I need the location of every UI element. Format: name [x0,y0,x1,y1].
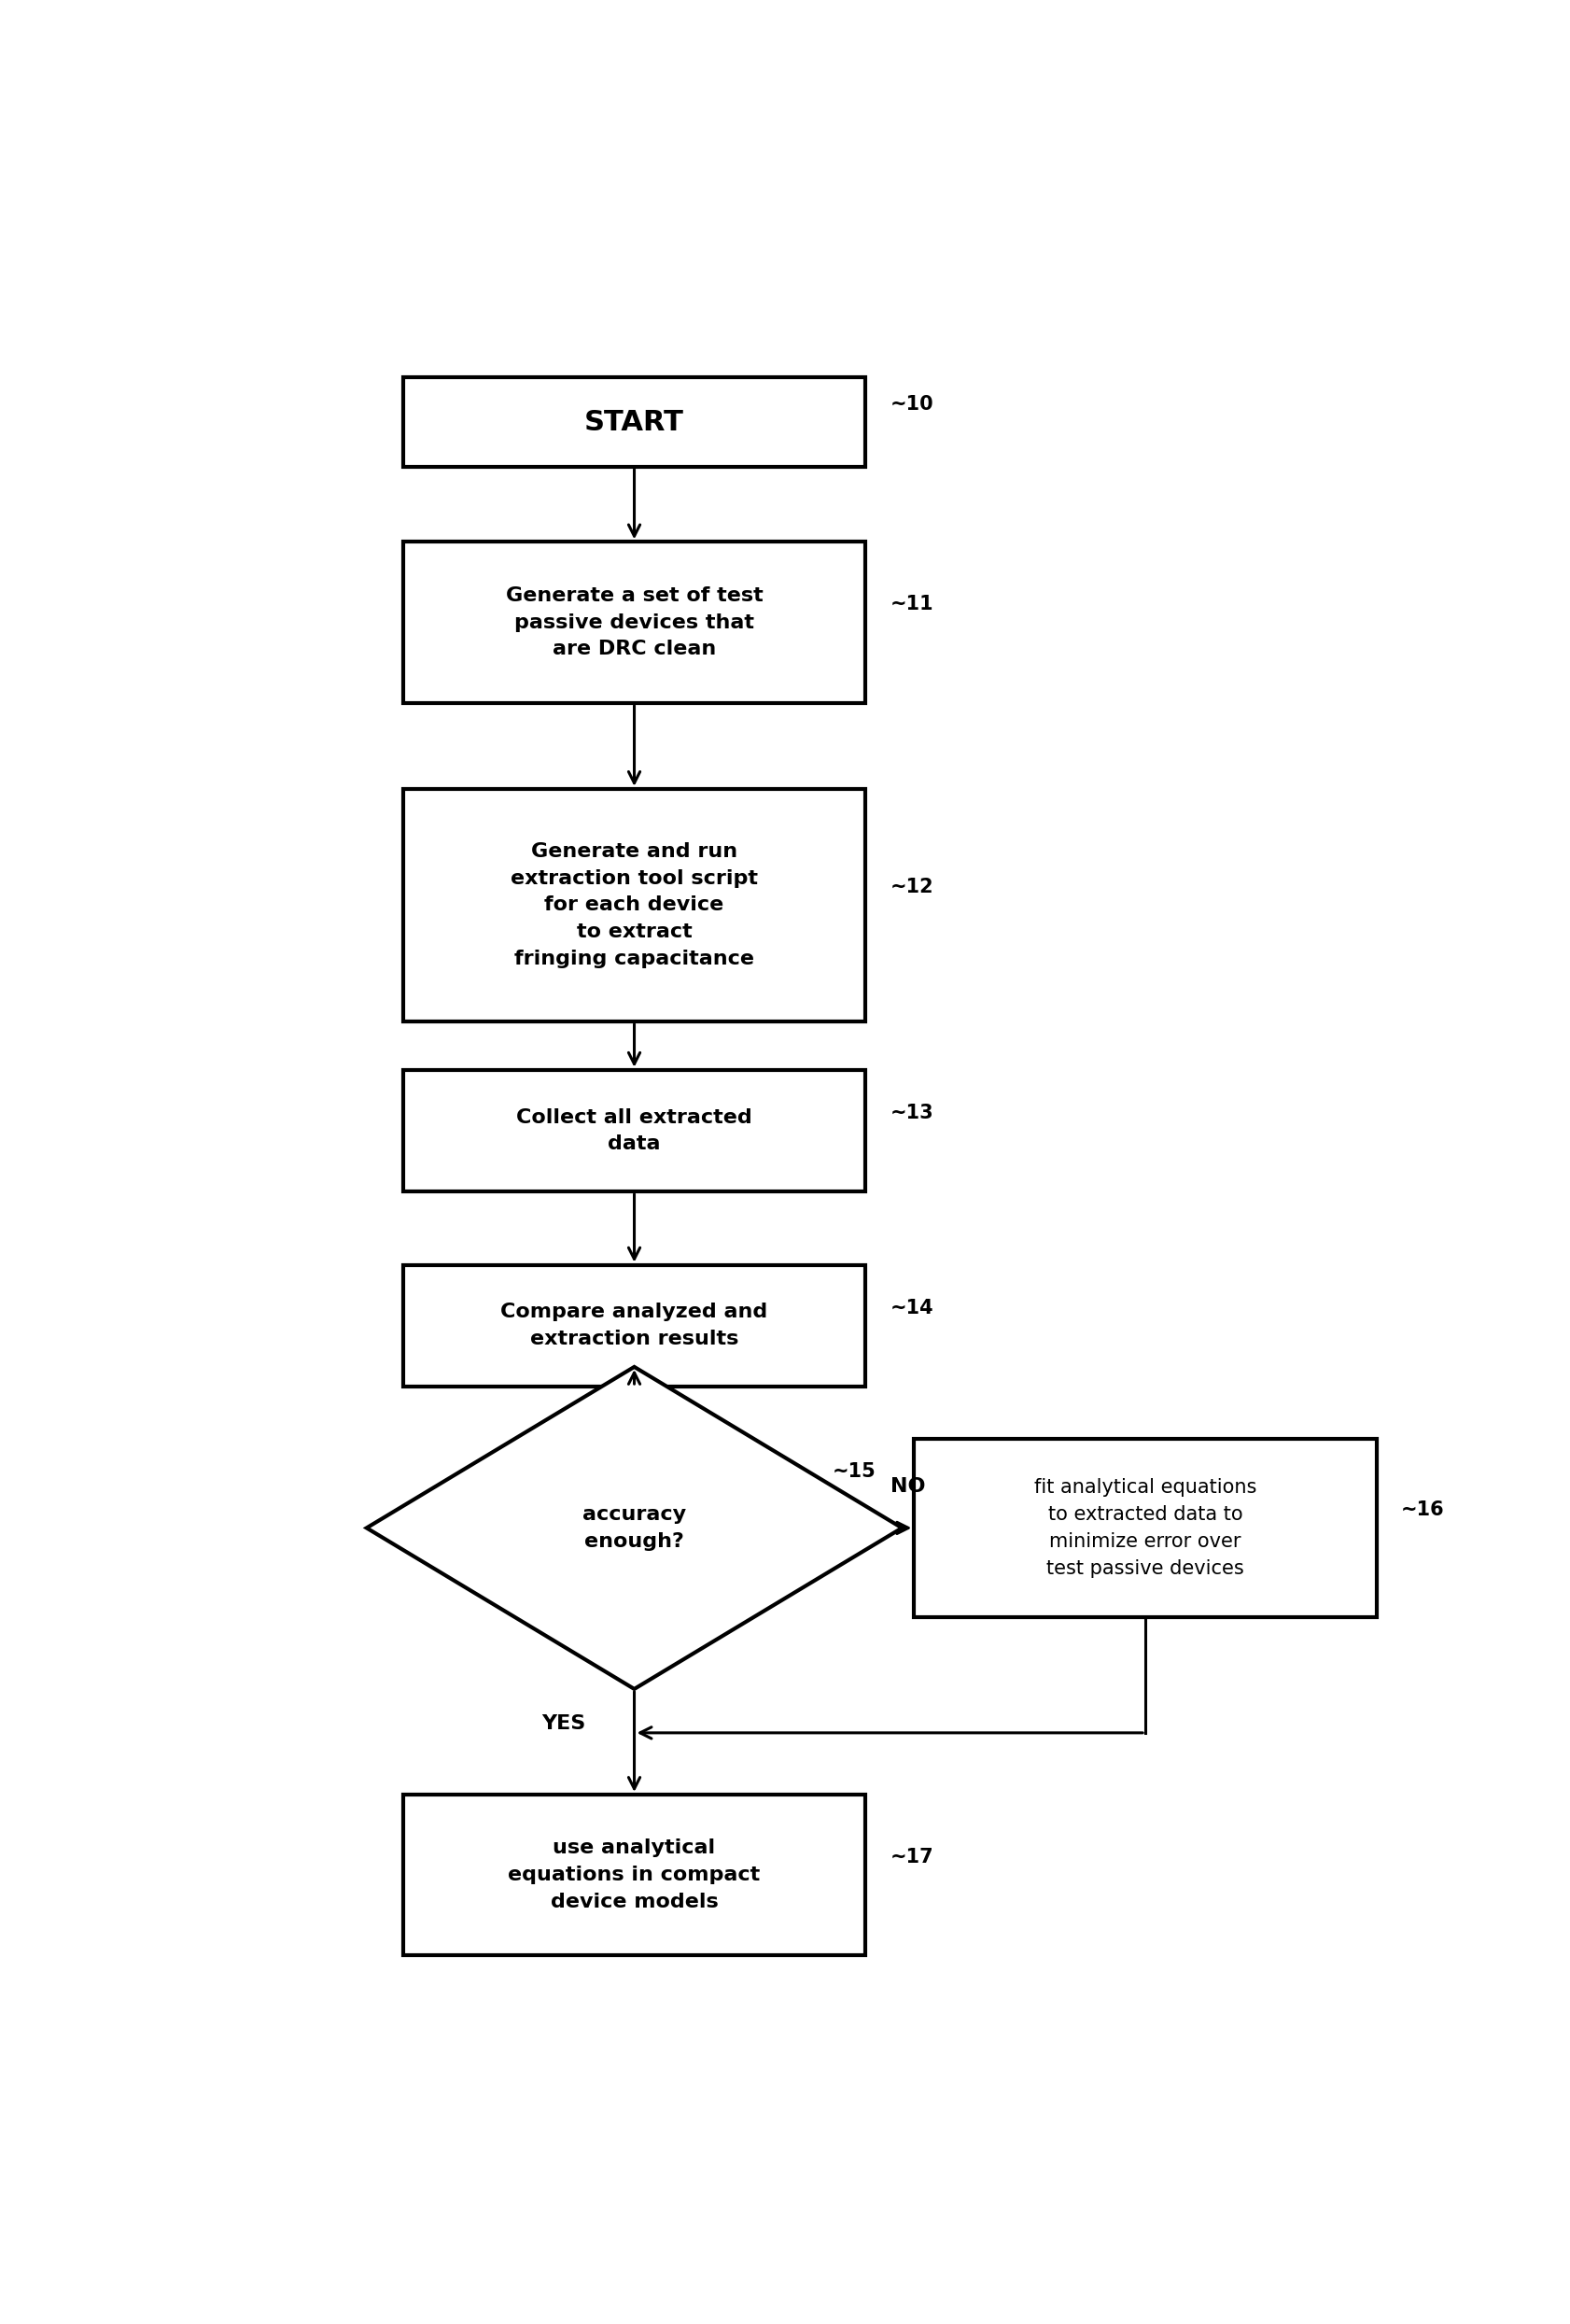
Text: ~15: ~15 [832,1462,876,1480]
Bar [403,1069,865,1192]
Text: use analytical
equations in compact
device models: use analytical equations in compact devi… [509,1838,760,1910]
Text: START: START [584,409,685,435]
Polygon shape [366,1367,901,1690]
Text: accuracy
enough?: accuracy enough? [582,1506,686,1550]
Bar [403,1794,865,1954]
Text: ~10: ~10 [890,395,933,414]
Bar [914,1439,1377,1618]
Text: fit analytical equations
to extracted data to
minimize error over
test passive d: fit analytical equations to extracted da… [1035,1478,1256,1578]
Text: YES: YES [542,1715,586,1734]
Text: Compare analyzed and
extraction results: Compare analyzed and extraction results [501,1304,768,1348]
Bar [403,541,865,702]
Text: ~14: ~14 [890,1299,933,1318]
Text: ~12: ~12 [890,878,933,897]
Bar [403,788,865,1023]
Bar [403,376,865,467]
Text: ~13: ~13 [890,1104,933,1122]
Bar [403,1264,865,1387]
Text: ~11: ~11 [890,595,933,614]
Text: NO: NO [890,1478,926,1497]
Text: Generate and run
extraction tool script
for each device
to extract
fringing capa: Generate and run extraction tool script … [510,841,758,969]
Text: Collect all extracted
data: Collect all extracted data [517,1109,752,1153]
Text: ~17: ~17 [890,1848,933,1866]
Text: Generate a set of test
passive devices that
are DRC clean: Generate a set of test passive devices t… [506,586,763,658]
Text: ~16: ~16 [1400,1501,1444,1520]
